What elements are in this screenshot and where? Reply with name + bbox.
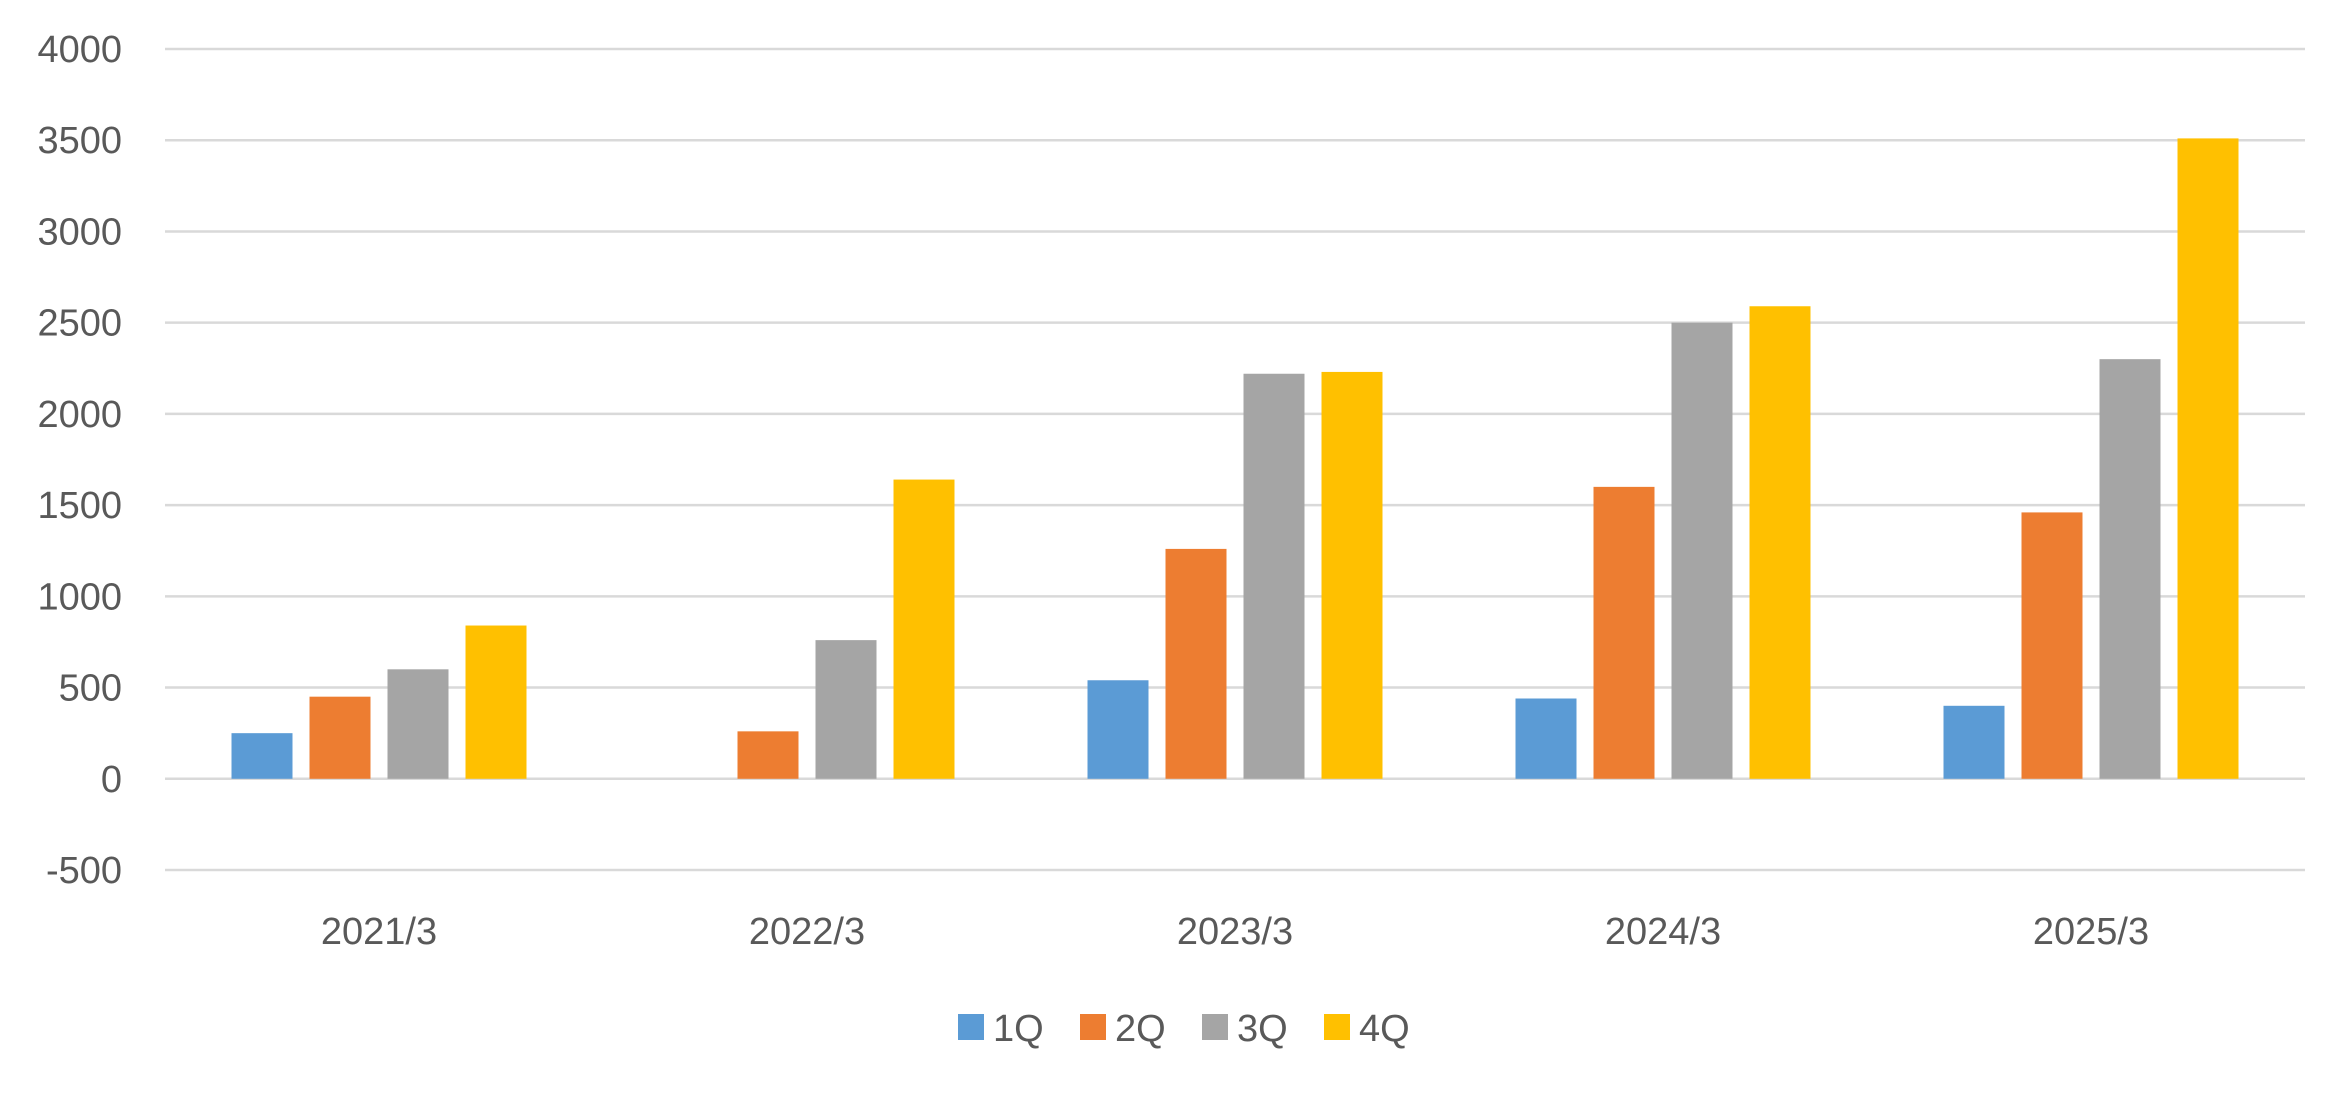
- y-tick-label: 3000: [37, 211, 122, 253]
- bar-3q-2022-3: [815, 640, 877, 779]
- bar-1q-2023-3: [1087, 680, 1149, 779]
- legend-swatch: [958, 1014, 984, 1040]
- x-category-label: 2024/3: [1605, 911, 1721, 953]
- bar-4q-2022-3: [893, 479, 955, 779]
- x-category-label: 2023/3: [1177, 911, 1293, 953]
- legend-label: 1Q: [993, 1008, 1044, 1050]
- bar-1q-2024-3: [1515, 698, 1577, 779]
- x-axis-categories: 2021/3 2022/3 2023/3 2024/3 2025/3: [321, 911, 2149, 953]
- bar-2q-2022-3: [737, 731, 799, 779]
- bar-4q-2025-3: [2177, 138, 2239, 779]
- y-tick-label: 1000: [37, 576, 122, 618]
- y-tick-label: 2500: [37, 303, 122, 345]
- y-tick-label: -500: [46, 850, 122, 892]
- y-tick-label: 0: [101, 759, 122, 801]
- bar-3q-2021-3: [387, 669, 449, 779]
- y-tick-label: 2000: [37, 394, 122, 436]
- legend-swatch: [1324, 1014, 1350, 1040]
- y-tick-label: 4000: [37, 29, 122, 71]
- y-axis-ticks: -500 0 500 1000 1500 2000 2500 3000 3500 4000: [37, 29, 122, 892]
- legend-swatch: [1202, 1014, 1228, 1040]
- bar-3q-2025-3: [2099, 359, 2161, 779]
- bar-1q-2021-3: [231, 733, 293, 779]
- bar-4q-2023-3: [1321, 371, 1383, 779]
- legend-swatch: [1080, 1014, 1106, 1040]
- bar-4q-2024-3: [1749, 306, 1811, 779]
- bar-1q-2025-3: [1943, 705, 2005, 779]
- bar-2q-2024-3: [1593, 486, 1655, 779]
- bar-2q-2025-3: [2021, 512, 2083, 779]
- legend-item-1q: 1Q: [958, 1008, 1044, 1050]
- x-category-label: 2021/3: [321, 911, 437, 953]
- bar-2q-2021-3: [309, 696, 371, 779]
- y-tick-label: 3500: [37, 120, 122, 162]
- legend-label: 2Q: [1115, 1008, 1166, 1050]
- bar-2q-2023-3: [1165, 548, 1227, 779]
- x-category-label: 2022/3: [749, 911, 865, 953]
- legend-item-4q: 4Q: [1324, 1008, 1410, 1050]
- bars: [231, 138, 2239, 779]
- x-category-label: 2025/3: [2033, 911, 2149, 953]
- legend-label: 3Q: [1237, 1008, 1288, 1050]
- legend-item-3q: 3Q: [1202, 1008, 1288, 1050]
- legend: 1Q 2Q 3Q 4Q: [958, 1008, 1410, 1050]
- bar-4q-2021-3: [465, 625, 527, 779]
- legend-label: 4Q: [1359, 1008, 1410, 1050]
- legend-item-2q: 2Q: [1080, 1008, 1166, 1050]
- y-tick-label: 1500: [37, 485, 122, 527]
- bar-3q-2024-3: [1671, 322, 1733, 779]
- bar-3q-2023-3: [1243, 373, 1305, 779]
- y-tick-label: 500: [59, 668, 122, 710]
